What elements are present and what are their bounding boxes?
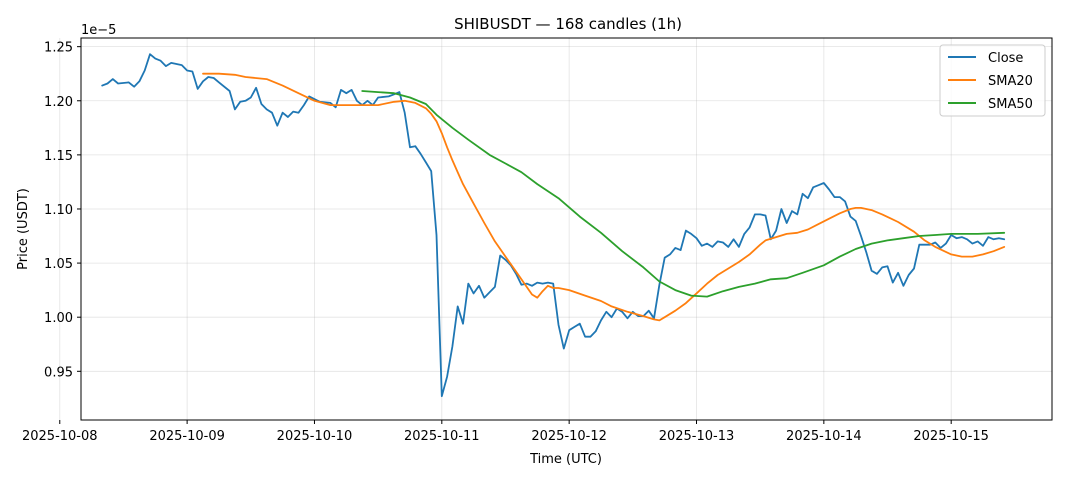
y-tick-label: 1.05 [44,257,73,272]
series-line-sma20 [202,72,1006,322]
y-axis-label: Price (USDT) [16,188,31,270]
x-tick-label: 2025-10-09 [149,429,225,444]
x-tick-label: 2025-10-12 [531,429,607,444]
x-tick-label: 2025-10-13 [659,429,735,444]
series-line-sma50 [361,90,1006,298]
legend: Close SMA20 SMA50 [939,44,1046,117]
series-line-close [101,53,1006,398]
y-axis-multiplier: 1e−5 [81,23,116,38]
x-tick-label: 2025-10-15 [913,429,989,444]
legend-box [939,44,1046,117]
x-axis-label: Time (UTC) [529,452,602,467]
y-tick-label: 0.95 [44,365,73,380]
x-tick-label: 2025-10-14 [786,429,862,444]
y-tick-label: 1.15 [44,149,73,164]
chart-title: SHIBUSDT — 168 candles (1h) [454,15,682,33]
plot-frame [80,37,1053,421]
x-tick-label: 2025-10-08 [22,429,98,444]
y-tick-label: 1.20 [44,95,73,110]
axis-ticks: 2025-10-08 2025-10-09 2025-10-10 2025-10-11… [22,41,989,444]
series-lines [101,53,1006,398]
legend-label-close: Close [988,51,1023,66]
y-tick-label: 1.00 [44,311,73,326]
legend-label-sma50: SMA50 [988,97,1033,112]
x-tick-label: 2025-10-11 [404,429,480,444]
y-tick-label: 1.25 [44,41,73,56]
legend-label-sma20: SMA20 [988,74,1033,89]
x-tick-label: 2025-10-10 [277,429,353,444]
y-tick-label: 1.10 [44,203,73,218]
